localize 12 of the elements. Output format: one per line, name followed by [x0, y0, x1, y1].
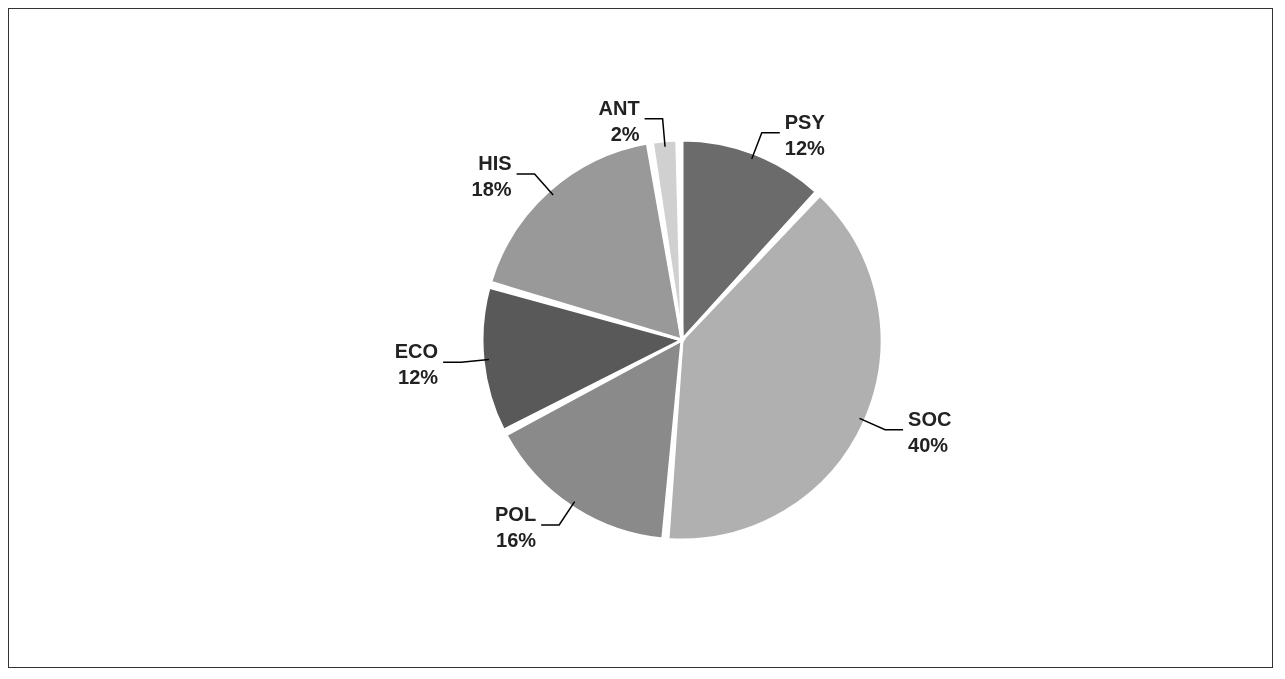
- slice-label: SOC: [908, 407, 952, 430]
- data-label: 16%: [496, 528, 537, 551]
- data-label: 40%: [908, 433, 949, 456]
- slice-label: ANT: [598, 96, 640, 119]
- data-label: 12%: [784, 136, 826, 159]
- slice-label: PSY: [784, 110, 826, 133]
- data-label: 18%: [471, 178, 512, 201]
- data-label: 12%: [398, 366, 439, 389]
- slice-label: HIS: [478, 152, 512, 175]
- data-label: 2%: [610, 122, 640, 145]
- slice-label: POL: [495, 502, 537, 525]
- slice-label: ECO: [394, 340, 439, 363]
